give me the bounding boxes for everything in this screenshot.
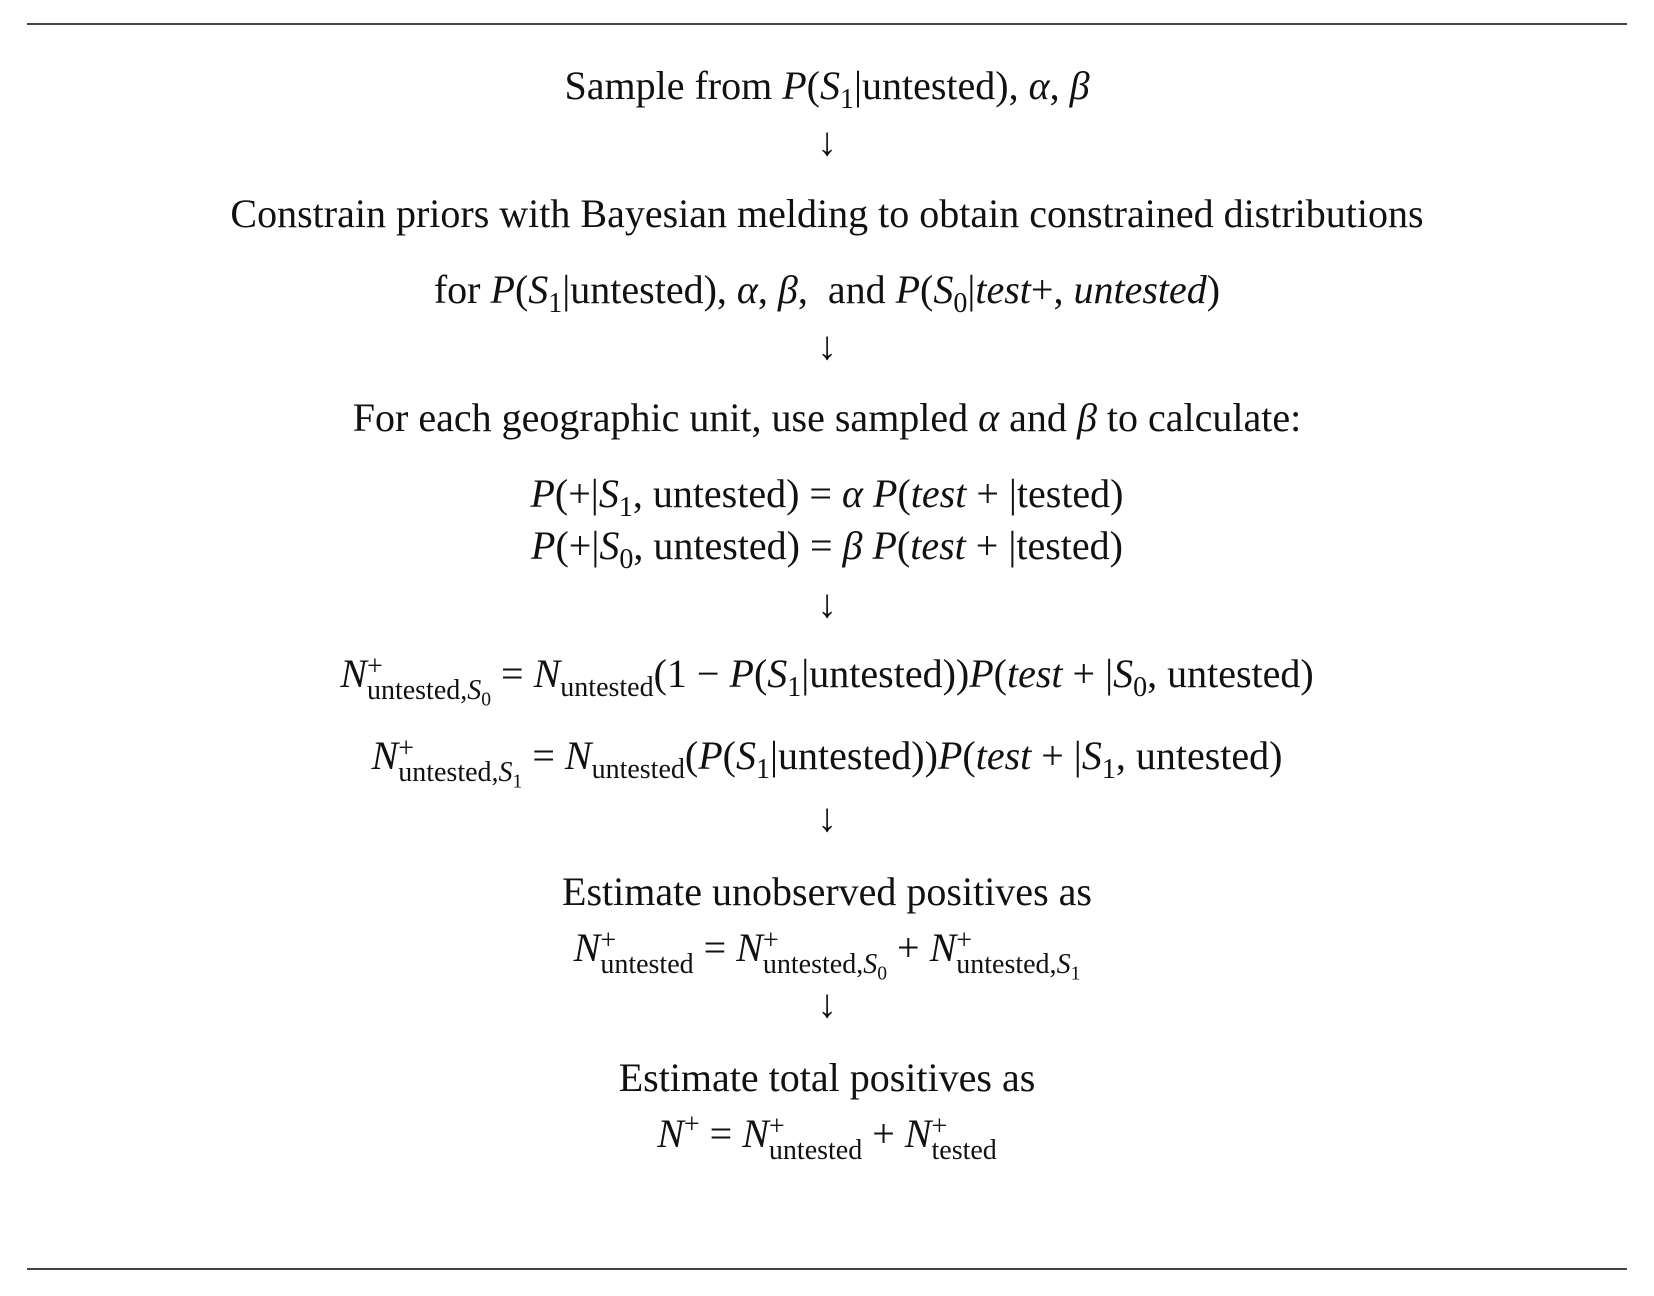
step-sample-priors: Sample from P(S1|untested), α, β — [0, 63, 1654, 115]
equation-p-plus-s0: P(+|S0, untested) = β P(test + |tested) — [531, 523, 1123, 575]
step-geographic-unit-intro: For each geographic unit, use sampled α … — [352, 395, 1302, 440]
equation-n-total: N+ = N + untested + N + tested — [657, 1108, 997, 1166]
equation-n-untested-total: N + untested = N + untested,S0 + N + untested,… — [573, 924, 1081, 985]
down-arrow-icon: ↓ — [817, 581, 837, 626]
down-arrow-icon: ↓ — [817, 323, 837, 368]
equation-n-untested-s1: N + untested,S1 = Nuntested(P(S1|untested)… — [371, 732, 1283, 793]
step-constrain-line1: Constrain priors with Bayesian melding t… — [230, 191, 1424, 236]
top-rule — [27, 23, 1627, 25]
down-arrow-icon: ↓ — [817, 795, 837, 840]
step-constrain-line2: for P(S1|untested), α, β, and P(S0|test+… — [433, 267, 1221, 319]
bottom-rule — [27, 1268, 1627, 1270]
equation-n-untested-s0: N + untested,S0 = Nuntested(1 − P(S1|untes… — [340, 650, 1314, 711]
equation-p-plus-s1: P(+|S1, untested) = α P(test + |tested) — [530, 471, 1124, 523]
step-estimate-unobserved: Estimate unobserved positives as — [562, 869, 1092, 914]
down-arrow-icon: ↓ — [817, 119, 837, 164]
step-estimate-total: Estimate total positives as — [618, 1055, 1036, 1100]
down-arrow-icon: ↓ — [817, 981, 837, 1026]
step-sample-text: Sample from P(S1|untested), α, β — [564, 63, 1090, 115]
